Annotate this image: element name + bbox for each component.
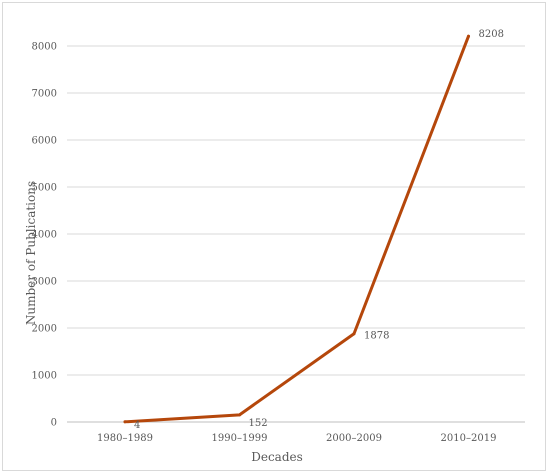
y-tick-label: 2000	[32, 324, 57, 335]
y-tick-label: 4000	[32, 230, 57, 241]
data-point	[238, 413, 241, 417]
y-tick-label: 8000	[32, 42, 57, 53]
data-label: 152	[249, 418, 268, 429]
data-point	[352, 332, 356, 336]
x-tick-label: 1990–1999	[212, 433, 268, 444]
y-tick-label: 0	[51, 418, 57, 429]
series-layer	[123, 34, 470, 424]
y-axis-title: Number of Publications	[24, 181, 38, 325]
x-tick-label: 1980–1989	[97, 433, 153, 444]
data-label: 1878	[364, 331, 389, 342]
x-tick-label: 2010–2019	[441, 433, 497, 444]
y-tick-label: 3000	[32, 277, 57, 288]
y-tick-label: 6000	[32, 136, 57, 147]
x-tick-label: 2000–2009	[326, 433, 382, 444]
y-tick-label: 7000	[32, 89, 57, 100]
x-axis-ticks: 1980–1989 1990–1999 2000–2009 2010–2019	[97, 433, 496, 444]
y-axis-ticks: 0 1000 2000 3000 4000 5000 6000 7000 8000	[32, 42, 57, 429]
y-tick-label: 1000	[32, 371, 57, 382]
series-line	[123, 34, 470, 424]
gridlines	[67, 45, 525, 423]
data-labels: 4 152 1878 8208	[134, 29, 504, 431]
data-point	[467, 34, 470, 38]
x-axis-title: Decades	[251, 450, 303, 464]
data-point	[123, 420, 127, 424]
data-label: 4	[134, 420, 140, 431]
chart-frame	[2, 2, 546, 471]
y-tick-label: 5000	[32, 183, 57, 194]
data-label: 8208	[479, 29, 504, 40]
